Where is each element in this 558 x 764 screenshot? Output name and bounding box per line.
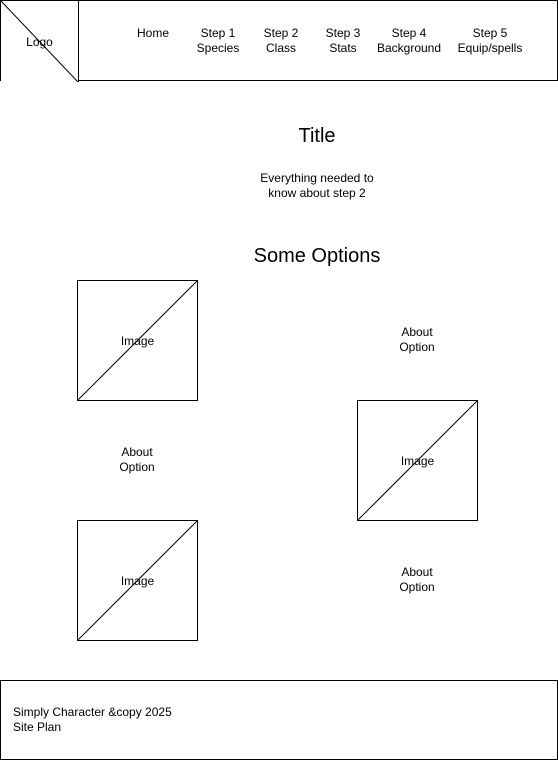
logo-placeholder[interactable]: Logo [1,1,79,82]
logo-label: Logo [26,34,53,49]
option-3-image-placeholder[interactable]: Image [77,520,198,641]
page-title: Title [298,125,336,147]
nav-step-4-background[interactable]: Step 4 Background [376,26,442,55]
intro-text: Everything needed to know about step 2 [260,171,374,200]
site-footer: Simply Character &copy 2025 Site Plan [0,680,558,760]
image-label: Image [120,573,155,588]
option-2-about: About Option [119,445,155,474]
option-2-image-placeholder[interactable]: Image [357,400,478,521]
nav-step-2-class[interactable]: Step 2 Class [263,26,299,55]
placeholder-cross-icon [78,281,197,400]
nav-step-5-equip-spells[interactable]: Step 5 Equip/spells [457,26,523,55]
option-1-about: About Option [399,325,435,354]
image-label: Image [400,453,435,468]
site-header: Logo Home Step 1 Species Step 2 Class St… [0,0,558,82]
placeholder-cross-icon [1,1,78,82]
nav-home[interactable]: Home [136,26,169,40]
options-heading: Some Options [253,245,381,267]
placeholder-cross-icon [358,401,477,520]
option-3-about: About Option [399,565,435,594]
image-label: Image [120,333,155,348]
placeholder-cross-icon [78,521,197,640]
nav-step-1-species[interactable]: Step 1 Species [196,26,240,55]
footer-text: Simply Character &copy 2025 Site Plan [13,705,172,734]
nav-step-3-stats[interactable]: Step 3 Stats [325,26,361,55]
option-1-image-placeholder[interactable]: Image [77,280,198,401]
